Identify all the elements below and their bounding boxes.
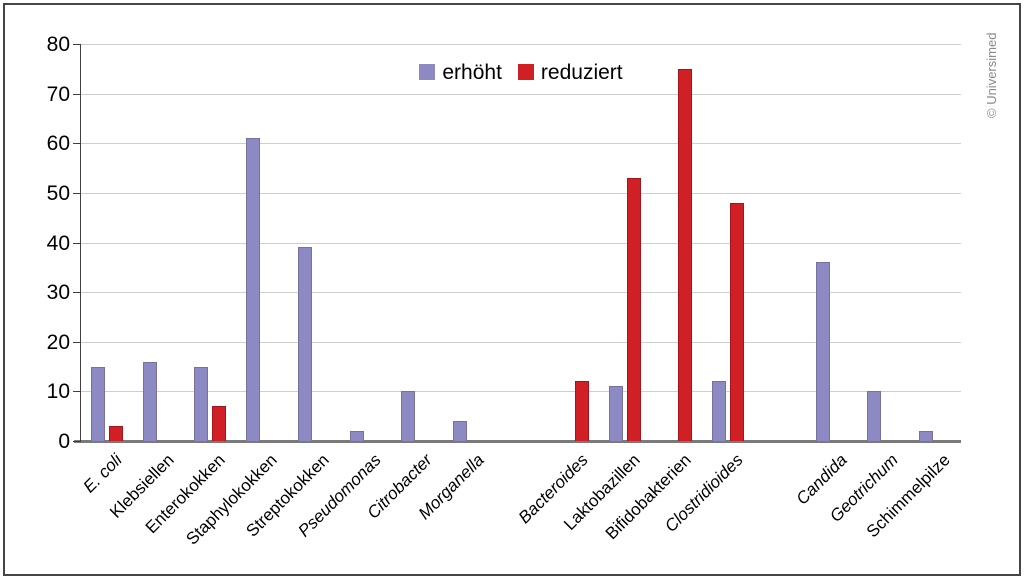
bar-reduziert-laktobazillen [626,178,641,441]
y-axis-label-30: 30 [46,281,70,305]
gridline-80 [81,44,961,45]
bar-erhoht-morganella [453,421,468,441]
copyright-watermark: © Universimed [984,32,999,118]
bar-erhoht-streptokokken [297,247,312,441]
gridline-20 [81,341,961,343]
legend-label-erhoht: erhöht [442,60,502,84]
bar-erhoht-geotrichum [867,391,882,441]
gridline-50 [81,192,961,194]
y-tick-0 [73,441,81,442]
bar-reduziert-bifidobakterien [678,68,693,441]
y-axis-line [80,44,81,441]
bar-erhoht-laktobazillen [608,386,623,441]
bar-erhoht-schimmelpilze [919,431,934,441]
x-axis-label-e-coli: E. coli [79,450,126,497]
bar-reduziert-e-coli [108,426,123,441]
y-tick-30 [73,292,81,294]
y-axis-label-80: 80 [46,33,70,56]
y-axis-label-70: 70 [46,82,70,106]
bar-erhoht-e-coli [90,366,105,441]
legend-swatch-erhoht [419,64,436,80]
x-axis-label-staphylokokken: Staphylokokken [182,450,281,549]
legend-swatch-reduziert [517,64,534,80]
bar-erhoht-clostridioides [712,381,727,441]
bar-reduziert-enterokokken [212,406,227,441]
y-axis-label-40: 40 [46,231,70,255]
gridline-70 [81,93,961,95]
legend-item-reduziert: reduziert [517,60,623,84]
y-tick-40 [73,242,81,244]
y-tick-10 [73,391,81,393]
bar-erhoht-candida [815,262,830,441]
y-axis-label-50: 50 [46,181,70,205]
y-tick-20 [73,341,81,343]
bar-erhoht-staphylokokken [246,138,261,441]
bar-erhoht-klebsiellen [142,361,157,441]
y-tick-70 [73,93,81,95]
gridline-30 [81,292,961,294]
y-tick-80 [73,44,81,45]
bar-reduziert-bacteroides [574,381,589,441]
bar-erhoht-pseudomonas [349,431,364,441]
plot-area [73,44,961,443]
y-tick-50 [73,192,81,194]
legend-item-erhoht: erhöht [419,62,502,83]
bar-erhoht-enterokokken [194,366,209,441]
gridline-60 [81,143,961,145]
y-axis-label-0: 0 [58,430,70,453]
y-axis-label-20: 20 [46,330,70,354]
y-tick-60 [73,143,81,145]
legend-label-reduziert: reduziert [540,60,623,84]
y-axis-label-10: 10 [46,380,70,404]
y-axis-label-60: 60 [46,132,70,156]
x-axis-baseline [74,440,961,443]
gridline-40 [81,242,961,244]
gridline-10 [81,391,961,393]
bar-erhoht-citrobacter [401,391,416,441]
legend: erhöht reduziert [81,60,961,84]
bar-reduziert-clostridioides [730,202,745,441]
